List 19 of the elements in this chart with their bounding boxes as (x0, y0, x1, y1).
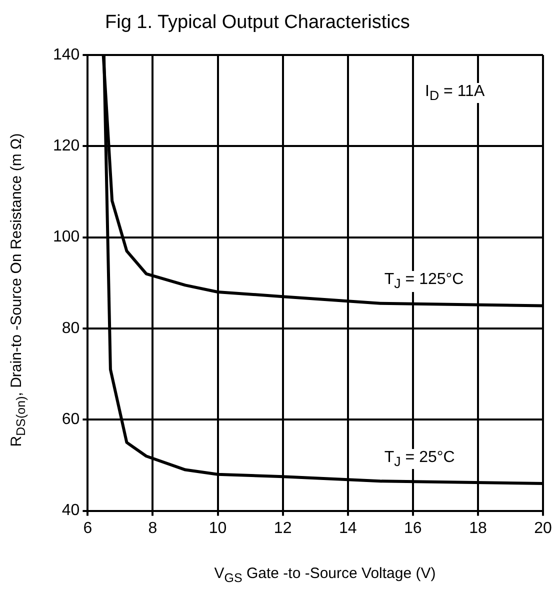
y-tick-label: 40 (62, 502, 80, 520)
annotation: I$_{D}$ = 11A (423, 83, 487, 104)
x-tick-label: 16 (404, 520, 422, 537)
y-tick-label: 80 (62, 320, 80, 337)
series-label: T$_{J}$ = 125°C (382, 271, 466, 292)
x-tick-label: 14 (338, 520, 357, 537)
y-tick-label: 140 (52, 46, 80, 64)
y-tick-label: 60 (62, 411, 80, 428)
x-tick-label: 12 (274, 520, 292, 537)
x-tick-label: 20 (534, 520, 552, 537)
chart-title: Fig 1. Typical Output Characteristics (105, 12, 410, 34)
x-tick-label: 6 (83, 520, 92, 537)
x-tick-label: 10 (208, 520, 227, 537)
x-tick-label: 18 (469, 520, 487, 537)
y-tick-label: 100 (52, 228, 80, 246)
series-label: T$_{J}$ = 25°C (382, 449, 457, 470)
x-tick-label: 8 (148, 520, 158, 537)
x-axis-title: V$_{GS}$ Gate -to -Source Voltage (V) (213, 565, 437, 585)
y-tick-label: 120 (52, 138, 80, 155)
